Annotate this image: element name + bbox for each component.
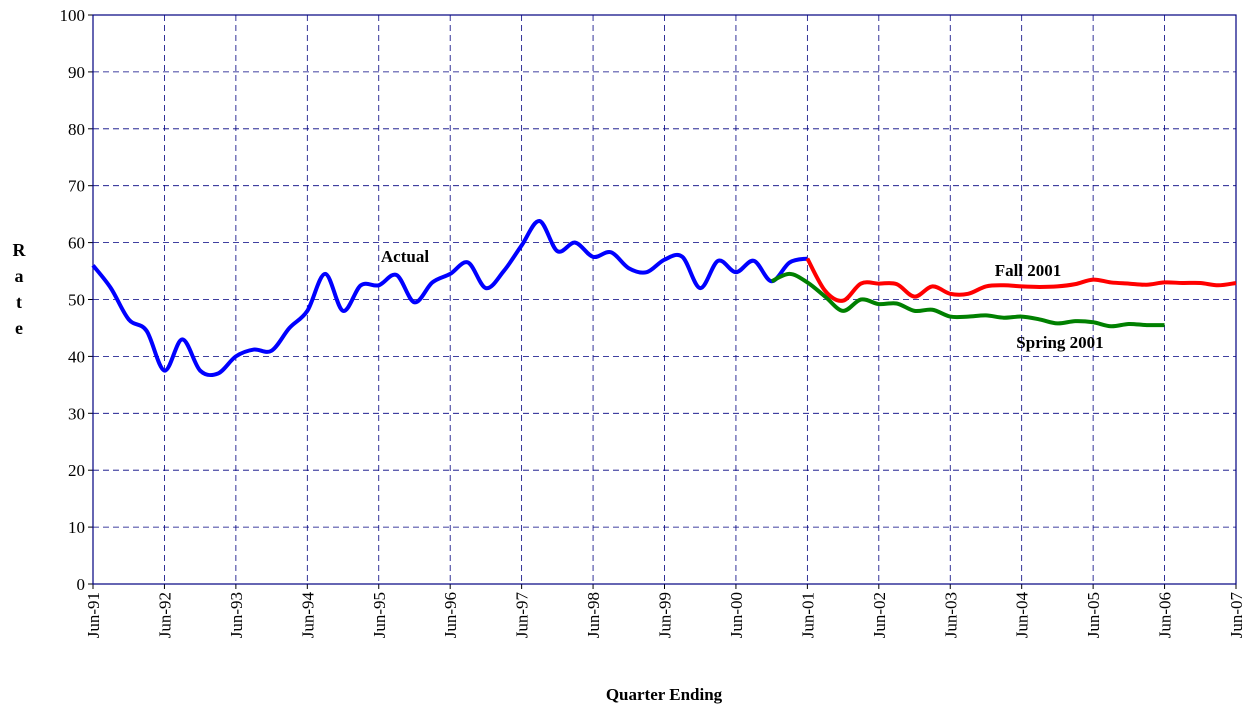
y-tick-label: 80 — [68, 120, 85, 139]
x-tick-label: Jun-92 — [155, 592, 174, 638]
x-tick-label: Jun-01 — [798, 592, 817, 638]
x-tick-label: Jun-05 — [1084, 592, 1103, 638]
x-tick-label: Jun-94 — [298, 592, 317, 639]
y-axis-label: Rate — [9, 240, 29, 344]
x-tick-label: Jun-00 — [727, 592, 746, 638]
x-tick-label: Jun-95 — [370, 592, 389, 638]
x-tick-label: Jun-91 — [84, 592, 103, 638]
series-line — [91, 218, 808, 378]
x-tick-label: Jun-06 — [1156, 592, 1175, 638]
x-tick-label: Jun-02 — [870, 592, 889, 638]
x-tick-label: Jun-99 — [656, 592, 675, 638]
x-tick-label: Jun-04 — [1013, 592, 1032, 639]
x-tick-label: Jun-96 — [441, 592, 460, 638]
x-tick-label: Jun-03 — [941, 592, 960, 638]
x-tick-label: Jun-07 — [1227, 592, 1246, 639]
plot-border — [92, 14, 1237, 585]
x-axis-label: Quarter Ending — [606, 685, 723, 704]
x-tick-label: Jun-98 — [584, 592, 603, 638]
y-tick-label: 20 — [68, 461, 85, 480]
y-tick-label: 30 — [68, 404, 85, 423]
y-tick-label: 90 — [68, 63, 85, 82]
y-tick-label: 70 — [68, 177, 85, 196]
annotation: Spring 2001 — [1016, 333, 1103, 352]
x-tick-label: Jun-93 — [227, 592, 246, 638]
y-tick-label: 50 — [68, 291, 85, 310]
y-tick-label: 100 — [60, 6, 86, 25]
annotation: Fall 2001 — [995, 261, 1062, 280]
y-tick-label: 10 — [68, 518, 85, 537]
series-line — [805, 257, 1237, 303]
y-tick-label: 0 — [77, 575, 86, 594]
x-tick-label: Jun-97 — [513, 592, 532, 639]
y-tick-label: 40 — [68, 347, 85, 366]
series-line — [770, 271, 1165, 329]
y-tick-label: 60 — [68, 234, 85, 253]
annotation: Actual — [381, 247, 429, 266]
